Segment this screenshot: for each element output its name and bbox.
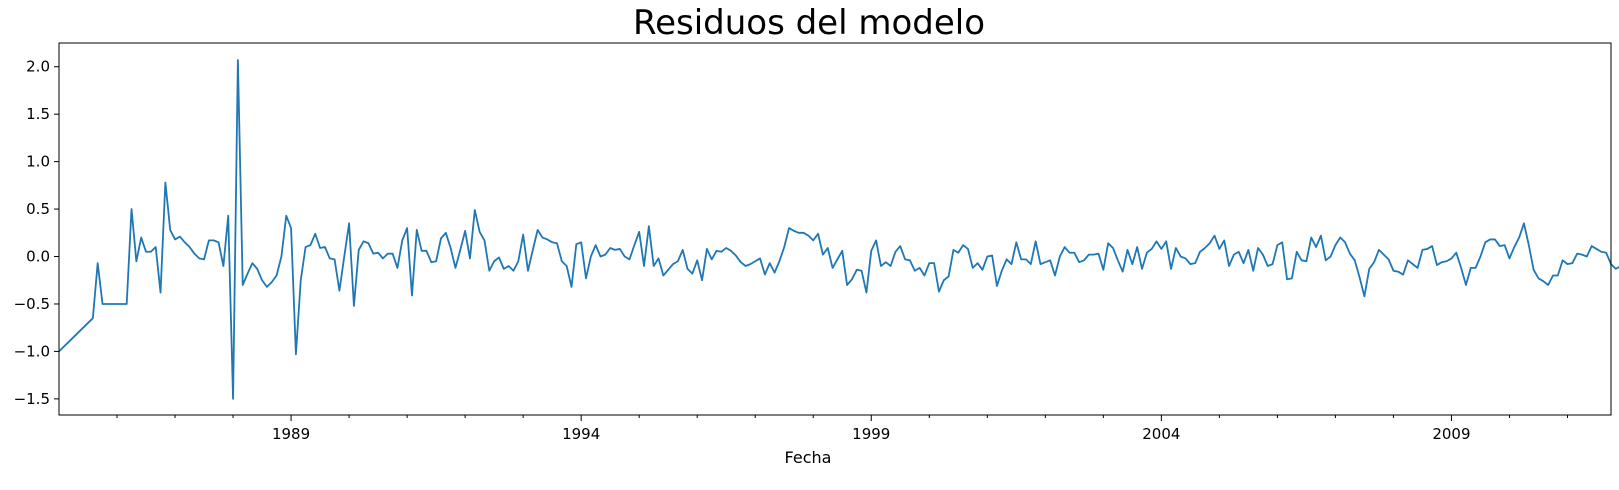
x-tick-label: 1989 xyxy=(272,425,310,443)
y-tick-label: 2.0 xyxy=(26,58,50,76)
x-tick-label: 2004 xyxy=(1142,425,1180,443)
y-tick-label: −1.5 xyxy=(14,390,50,408)
axes-frame xyxy=(58,42,1612,416)
y-tick-label: 1.5 xyxy=(26,105,50,123)
x-tick-label: 1999 xyxy=(852,425,890,443)
y-axis: −1.5 −1.0 −0.5 0.0 0.5 1.0 1.5 2.0 xyxy=(14,58,59,408)
y-tick-label: −1.0 xyxy=(14,342,50,360)
x-axis: 1989 1994 1999 2004 2009 xyxy=(116,415,1568,443)
y-tick-label: 0.5 xyxy=(26,200,50,218)
y-tick-label: 1.0 xyxy=(26,153,50,171)
x-tick-label: 2009 xyxy=(1432,425,1470,443)
y-tick-label: 0.0 xyxy=(26,248,50,266)
x-axis-label: Fecha xyxy=(785,448,832,467)
x-tick-label: 1994 xyxy=(562,425,600,443)
y-tick-label: −0.5 xyxy=(14,295,50,313)
chart-title: Residuos del modelo xyxy=(633,3,985,43)
plot-area xyxy=(58,59,1619,400)
residuals-series-line xyxy=(58,59,1619,400)
